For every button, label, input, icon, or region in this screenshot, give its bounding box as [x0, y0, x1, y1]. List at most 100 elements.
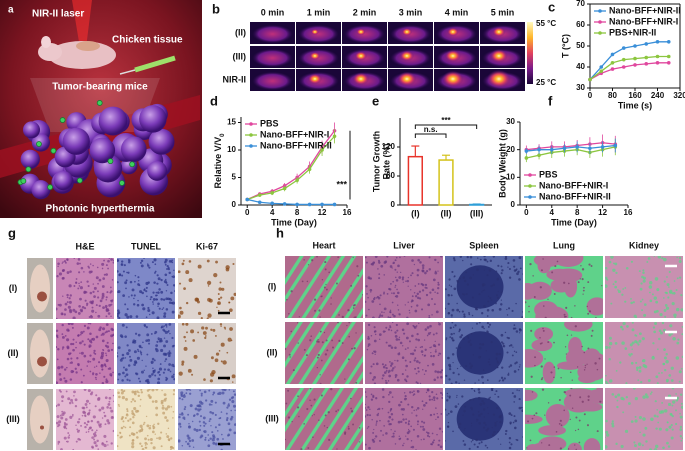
micrograph-speck	[436, 370, 440, 374]
micrograph-speck	[496, 277, 499, 280]
micrograph-speck	[429, 291, 432, 294]
micrograph-speck	[139, 424, 143, 428]
micrograph-speck	[439, 392, 442, 394]
micrograph-speck	[369, 288, 373, 292]
micrograph-speck	[521, 409, 523, 413]
micrograph-speck	[405, 369, 407, 371]
micrograph-speck	[365, 256, 367, 259]
x-tick-label: (III)	[470, 208, 484, 218]
micrograph-speck	[121, 323, 125, 327]
micrograph-speck	[656, 348, 659, 351]
micrograph-speck	[314, 309, 317, 312]
panel-label: c	[548, 0, 555, 14]
micrograph-speck	[465, 293, 468, 296]
micrograph-speck	[192, 446, 195, 448]
micrograph-speck	[346, 324, 348, 327]
micrograph-speck	[637, 442, 642, 446]
micrograph-speck	[348, 335, 351, 338]
micrograph-speck	[336, 448, 338, 450]
micrograph-speck	[485, 424, 487, 426]
micrograph-speck	[319, 330, 322, 333]
tissue-gap	[356, 307, 363, 318]
micrograph-speck	[155, 294, 158, 297]
y-tick-label: 20	[506, 145, 515, 154]
micrograph-speck	[219, 323, 223, 326]
micrograph-speck	[70, 361, 73, 364]
micrograph-speck	[513, 265, 516, 268]
micrograph-speck	[519, 364, 521, 366]
micrograph-speck	[87, 389, 91, 393]
micrograph-speck	[680, 393, 683, 396]
micrograph-speck	[410, 305, 413, 308]
micrograph-speck	[440, 413, 443, 415]
x-tick-label: 16	[343, 208, 352, 217]
micrograph-speck	[405, 336, 409, 340]
micrograph-speck	[209, 411, 212, 414]
micrograph-speck	[599, 400, 602, 403]
micrograph-speck	[504, 331, 507, 334]
micrograph-speck	[287, 389, 290, 392]
micrograph-speck	[121, 396, 125, 400]
micrograph	[117, 389, 175, 450]
micrograph-speck	[234, 409, 236, 412]
photo-tumor	[37, 291, 47, 302]
micrograph-speck	[370, 334, 373, 337]
micrograph-speck	[532, 275, 534, 277]
micrograph-speck	[390, 362, 394, 366]
micrograph-speck	[404, 348, 407, 350]
micrograph	[178, 258, 236, 319]
micrograph-speck	[220, 411, 223, 413]
micrograph-speck	[496, 406, 499, 410]
micrograph-speck	[404, 421, 407, 424]
micrograph-speck	[89, 291, 93, 295]
micrograph-speck	[516, 439, 519, 442]
tissue-gap	[353, 434, 363, 450]
micrograph-speck	[462, 337, 466, 341]
micrograph-speck	[560, 424, 563, 427]
micrograph-speck	[380, 264, 384, 268]
micrograph-speck	[199, 424, 202, 427]
micrograph-speck	[641, 309, 644, 312]
micrograph-speck	[567, 448, 570, 450]
micrograph-speck	[605, 278, 608, 281]
micrograph-speck	[438, 427, 442, 430]
micrograph-speck	[612, 268, 616, 272]
micrograph-speck	[367, 337, 370, 340]
micrograph-speck	[487, 407, 489, 409]
micrograph-speck	[150, 332, 153, 335]
micrograph-speck	[93, 295, 96, 298]
micrograph-speck	[657, 256, 662, 259]
micrograph-speck	[155, 344, 159, 347]
micrograph-speck	[365, 415, 367, 418]
micrograph-speck	[57, 443, 60, 445]
micrograph-speck	[665, 353, 668, 356]
micrograph-speck	[183, 346, 188, 351]
x-tick-label: 80	[608, 91, 617, 100]
micrograph-speck	[80, 266, 84, 270]
micrograph-speck	[87, 338, 90, 341]
micrograph-speck	[152, 371, 155, 374]
micrograph-speck	[74, 367, 77, 370]
micrograph-speck	[66, 338, 70, 342]
micrograph-speck	[127, 260, 131, 264]
micrograph-speck	[217, 297, 221, 301]
micrograph-speck	[500, 443, 502, 445]
legend-label: Nano-BFF+NIR-I	[609, 16, 678, 26]
micrograph-speck	[424, 271, 427, 275]
micrograph-speck	[153, 258, 157, 262]
micrograph-speck	[518, 406, 522, 410]
micrograph-speck	[290, 330, 293, 333]
micrograph-speck	[139, 380, 142, 383]
micrograph-speck	[433, 413, 436, 416]
data-point	[610, 61, 615, 65]
micrograph-speck	[63, 313, 66, 316]
micrograph-speck	[447, 412, 450, 415]
micrograph-speck	[365, 261, 368, 264]
micrograph-speck	[210, 425, 212, 427]
micrograph-speck	[126, 308, 129, 311]
micrograph-speck	[133, 406, 137, 411]
micrograph-speck	[541, 388, 545, 391]
micrograph-speck	[611, 420, 614, 423]
micrograph-speck	[135, 372, 139, 376]
micrograph-speck	[146, 295, 148, 298]
